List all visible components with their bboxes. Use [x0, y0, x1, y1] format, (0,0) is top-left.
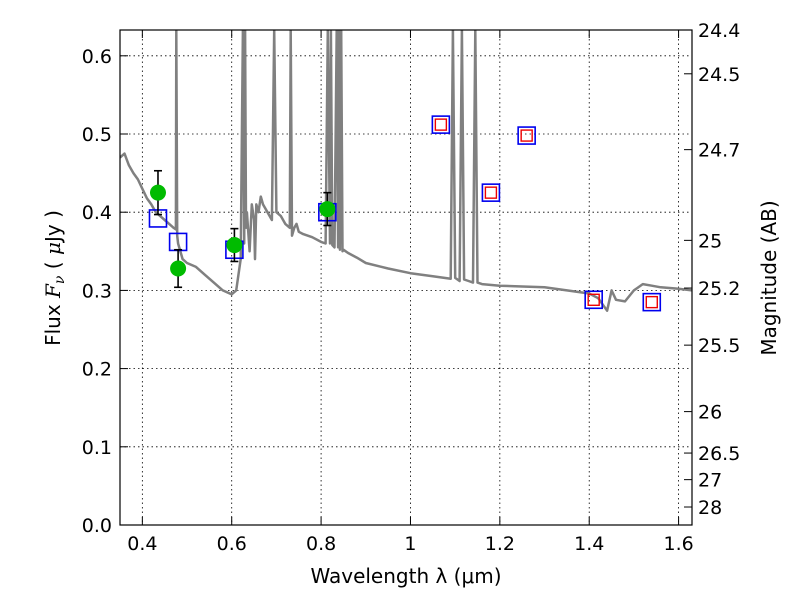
- x-tick-label: 0.4: [127, 533, 157, 555]
- photometry-layer: [148, 115, 662, 312]
- blue-square-marker: [517, 126, 536, 145]
- green-circle-marker: [170, 260, 187, 277]
- red-square-marker: [434, 118, 448, 131]
- grid-lines: [120, 30, 692, 526]
- x-tick-label: 1: [404, 533, 416, 555]
- right-tick-label: 28: [698, 497, 722, 519]
- x-tick-label: 0.6: [217, 533, 247, 555]
- right-tick-label: 25.5: [698, 335, 740, 357]
- red-square-marker: [484, 186, 498, 199]
- right-tick-label: 25: [698, 230, 722, 252]
- x-tick-label: 0.8: [306, 533, 336, 555]
- right-tick-label: 24.5: [698, 64, 740, 86]
- green-circle-marker: [149, 184, 166, 201]
- y-axis-label-right: Magnitude (AB): [757, 200, 781, 355]
- y-tick-label: 0.4: [82, 202, 112, 224]
- green-circle-marker: [226, 237, 243, 254]
- x-tick-label: 1.2: [485, 533, 515, 555]
- x-axis-label: Wavelength λ (μm): [310, 564, 501, 588]
- y-tick-label: 0.6: [82, 46, 112, 68]
- red-square-marker: [520, 129, 533, 142]
- right-tick-label: 27: [698, 470, 722, 492]
- blue-square-marker: [642, 292, 662, 312]
- red-square-marker: [645, 295, 658, 309]
- plot-frame: [119, 29, 693, 526]
- green-circle-marker: [319, 201, 336, 218]
- blue-square-marker: [584, 290, 603, 310]
- spectrum-line: [120, 30, 692, 312]
- right-tick-label: 24.4: [698, 20, 740, 42]
- right-tick-label: 26.5: [698, 443, 740, 465]
- y-tick-label: 0.3: [82, 280, 112, 302]
- blue-square-marker: [481, 183, 501, 202]
- right-tick-label: 24.7: [698, 140, 740, 162]
- y-axis-label-left: Flux Fν ( μJy ): [41, 210, 68, 346]
- model-spectrum-layer: [120, 30, 692, 312]
- x-tick-label: 1.6: [663, 533, 693, 555]
- blue-square-marker: [431, 115, 451, 134]
- y-tick-label: 0.2: [82, 359, 112, 381]
- x-tick-label: 1.4: [574, 533, 604, 555]
- y-tick-label: 0.1: [82, 437, 112, 459]
- right-tick-label: 25.2: [698, 278, 740, 300]
- y-tick-label: 0.5: [82, 124, 112, 146]
- axis-ticks: 0.4 0.6 0.8 1 1.2 1.4 1.6 0.0 0.1 0.2 0.3 0.4 0.5 0.6…: [82, 20, 741, 555]
- right-tick-label: 26: [698, 402, 722, 424]
- red-square-marker: [587, 293, 600, 306]
- y-tick-label: 0.0: [82, 515, 112, 537]
